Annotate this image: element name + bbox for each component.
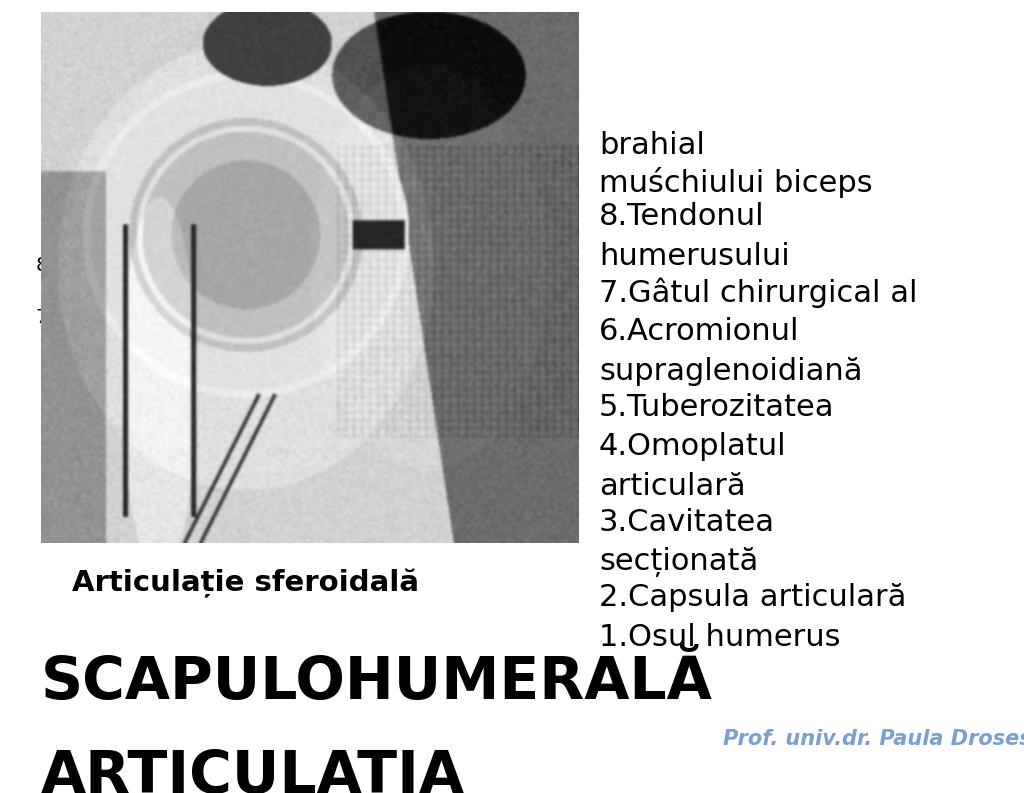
Text: 2: 2 <box>279 94 291 113</box>
Text: 7: 7 <box>36 308 48 327</box>
Text: 8: 8 <box>36 256 48 275</box>
Text: 8.Tendonul: 8.Tendonul <box>599 202 765 232</box>
Text: muśchiului biceps: muśchiului biceps <box>599 167 872 197</box>
Text: humerusului: humerusului <box>599 242 790 271</box>
Text: brahial: brahial <box>599 131 705 160</box>
Text: 7.Gâtul chirurgical al: 7.Gâtul chirurgical al <box>599 278 918 308</box>
Text: Prof. univ.dr. Paula Drosescu: Prof. univ.dr. Paula Drosescu <box>723 729 1024 749</box>
Text: 4.Omoplatul: 4.Omoplatul <box>599 432 786 462</box>
Text: 1.Osul humerus: 1.Osul humerus <box>599 623 841 652</box>
Text: 6.Acromionul: 6.Acromionul <box>599 317 800 347</box>
Text: 4: 4 <box>506 522 518 541</box>
Text: 5: 5 <box>422 522 434 541</box>
Text: 3.Cavitatea: 3.Cavitatea <box>599 508 775 537</box>
Text: 1: 1 <box>179 46 191 65</box>
Text: 2.Capsula articulară: 2.Capsula articulară <box>599 583 906 612</box>
Text: 3: 3 <box>322 94 334 113</box>
Text: supraglenoidiană: supraglenoidiană <box>599 357 862 386</box>
Text: 6: 6 <box>72 482 84 501</box>
Text: 5.Tuberozitatea: 5.Tuberozitatea <box>599 393 835 422</box>
Text: SCAPULOHUMERALĂ: SCAPULOHUMERALĂ <box>41 654 713 711</box>
Text: Articulație sferoidală: Articulație sferoidală <box>72 569 419 599</box>
Text: secționată: secționată <box>599 547 759 577</box>
Text: articulară: articulară <box>599 472 745 501</box>
Text: ARTICULAȚIA: ARTICULAȚIA <box>41 749 465 793</box>
